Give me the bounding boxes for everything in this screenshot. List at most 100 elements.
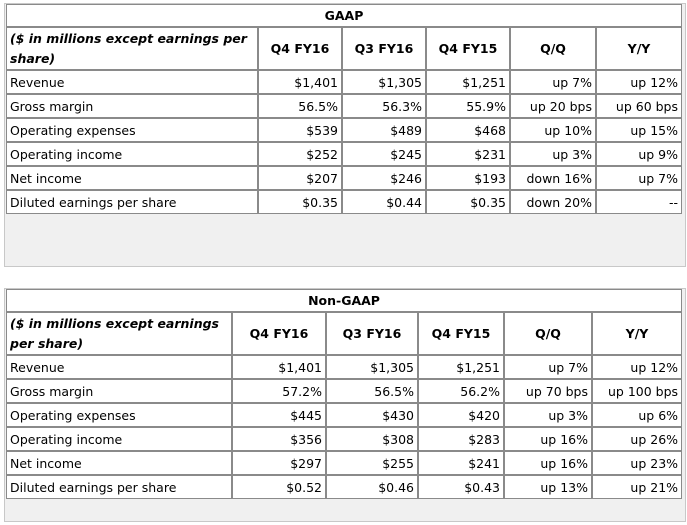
table-cell: $1,401	[232, 355, 326, 379]
table-cell: $430	[326, 403, 418, 427]
table-cell: $193	[426, 166, 510, 190]
table-row: Revenue $1,401 $1,305 $1,251 up 7% up 12…	[6, 70, 682, 94]
row-label: Revenue	[6, 355, 232, 379]
table-cell: $283	[418, 427, 504, 451]
table-cell: up 13%	[504, 475, 592, 499]
table-cell: $445	[232, 403, 326, 427]
table-cell: down 16%	[510, 166, 596, 190]
row-label: Revenue	[6, 70, 258, 94]
table-cell: up 20 bps	[510, 94, 596, 118]
row-label: Gross margin	[6, 94, 258, 118]
table-cell: $1,305	[326, 355, 418, 379]
gaap-col-header: Y/Y	[596, 27, 682, 70]
table-cell: up 6%	[592, 403, 683, 427]
table-cell: up 7%	[510, 70, 596, 94]
gaap-col-header: Q4 FY15	[426, 27, 510, 70]
table-row: Operating income $356 $308 $283 up 16% u…	[6, 427, 683, 451]
table-cell: $0.52	[232, 475, 326, 499]
table-cell: $0.43	[418, 475, 504, 499]
table-cell: 56.5%	[258, 94, 342, 118]
nongaap-table: Non-GAAP ($ in millions except earnings …	[6, 289, 683, 499]
table-cell: 56.5%	[326, 379, 418, 403]
table-cell: $356	[232, 427, 326, 451]
table-cell: up 23%	[592, 451, 683, 475]
table-cell: 57.2%	[232, 379, 326, 403]
table-cell: up 21%	[592, 475, 683, 499]
table-cell: $246	[342, 166, 426, 190]
table-cell: $0.35	[426, 190, 510, 214]
table-cell: $468	[426, 118, 510, 142]
nongaap-title: Non-GAAP	[6, 289, 683, 312]
nongaap-col-header: Q4 FY15	[418, 312, 504, 355]
row-label: Operating expenses	[6, 403, 232, 427]
table-cell: 55.9%	[426, 94, 510, 118]
table-row: Net income $207 $246 $193 down 16% up 7%	[6, 166, 682, 190]
table-cell: up 9%	[596, 142, 682, 166]
table-cell: $1,305	[342, 70, 426, 94]
table-row: Gross margin 56.5% 56.3% 55.9% up 20 bps…	[6, 94, 682, 118]
table-cell: up 12%	[596, 70, 682, 94]
table-cell: $245	[342, 142, 426, 166]
table-cell: up 60 bps	[596, 94, 682, 118]
table-row: Net income $297 $255 $241 up 16% up 23%	[6, 451, 683, 475]
table-cell: up 16%	[504, 451, 592, 475]
row-label: Net income	[6, 451, 232, 475]
table-row: Operating expenses $539 $489 $468 up 10%…	[6, 118, 682, 142]
table-cell: $308	[326, 427, 418, 451]
table-cell: up 7%	[596, 166, 682, 190]
row-label: Net income	[6, 166, 258, 190]
table-row: Operating income $252 $245 $231 up 3% up…	[6, 142, 682, 166]
table-cell: $0.46	[326, 475, 418, 499]
table-cell: $1,251	[418, 355, 504, 379]
table-cell: up 70 bps	[504, 379, 592, 403]
table-cell: $489	[342, 118, 426, 142]
table-cell: $252	[258, 142, 342, 166]
table-cell: up 26%	[592, 427, 683, 451]
table-cell: $420	[418, 403, 504, 427]
table-cell: $1,401	[258, 70, 342, 94]
nongaap-col-header: Y/Y	[592, 312, 683, 355]
nongaap-col-header: Q4 FY16	[232, 312, 326, 355]
row-label: Operating income	[6, 427, 232, 451]
table-row: Diluted earnings per share $0.52 $0.46 $…	[6, 475, 683, 499]
table-cell: $1,251	[426, 70, 510, 94]
gaap-col-header: Q/Q	[510, 27, 596, 70]
row-label: Operating expenses	[6, 118, 258, 142]
table-cell: $0.35	[258, 190, 342, 214]
table-row: Operating expenses $445 $430 $420 up 3% …	[6, 403, 683, 427]
table-cell: up 16%	[504, 427, 592, 451]
table-cell: $241	[418, 451, 504, 475]
table-cell: $539	[258, 118, 342, 142]
gaap-header-label: ($ in millions except earnings per share…	[6, 27, 258, 70]
gaap-col-header: Q3 FY16	[342, 27, 426, 70]
row-label: Operating income	[6, 142, 258, 166]
table-cell: up 12%	[592, 355, 683, 379]
table-cell: up 15%	[596, 118, 682, 142]
nongaap-panel: Non-GAAP ($ in millions except earnings …	[4, 288, 686, 522]
table-cell: $297	[232, 451, 326, 475]
table-cell: down 20%	[510, 190, 596, 214]
table-cell: up 3%	[510, 142, 596, 166]
gaap-title: GAAP	[6, 4, 682, 27]
gaap-col-header: Q4 FY16	[258, 27, 342, 70]
nongaap-col-header: Q/Q	[504, 312, 592, 355]
table-cell: --	[596, 190, 682, 214]
gaap-table: GAAP ($ in millions except earnings per …	[6, 4, 682, 214]
table-cell: up 3%	[504, 403, 592, 427]
table-cell: up 10%	[510, 118, 596, 142]
table-row: Revenue $1,401 $1,305 $1,251 up 7% up 12…	[6, 355, 683, 379]
row-label: Gross margin	[6, 379, 232, 403]
table-cell: 56.2%	[418, 379, 504, 403]
nongaap-header-label: ($ in millions except earnings per share…	[6, 312, 232, 355]
gaap-panel: GAAP ($ in millions except earnings per …	[4, 3, 686, 267]
table-cell: up 7%	[504, 355, 592, 379]
nongaap-col-header: Q3 FY16	[326, 312, 418, 355]
row-label: Diluted earnings per share	[6, 475, 232, 499]
table-cell: $207	[258, 166, 342, 190]
table-cell: $255	[326, 451, 418, 475]
table-row: Gross margin 57.2% 56.5% 56.2% up 70 bps…	[6, 379, 683, 403]
row-label: Diluted earnings per share	[6, 190, 258, 214]
table-cell: 56.3%	[342, 94, 426, 118]
table-cell: $231	[426, 142, 510, 166]
table-row: Diluted earnings per share $0.35 $0.44 $…	[6, 190, 682, 214]
